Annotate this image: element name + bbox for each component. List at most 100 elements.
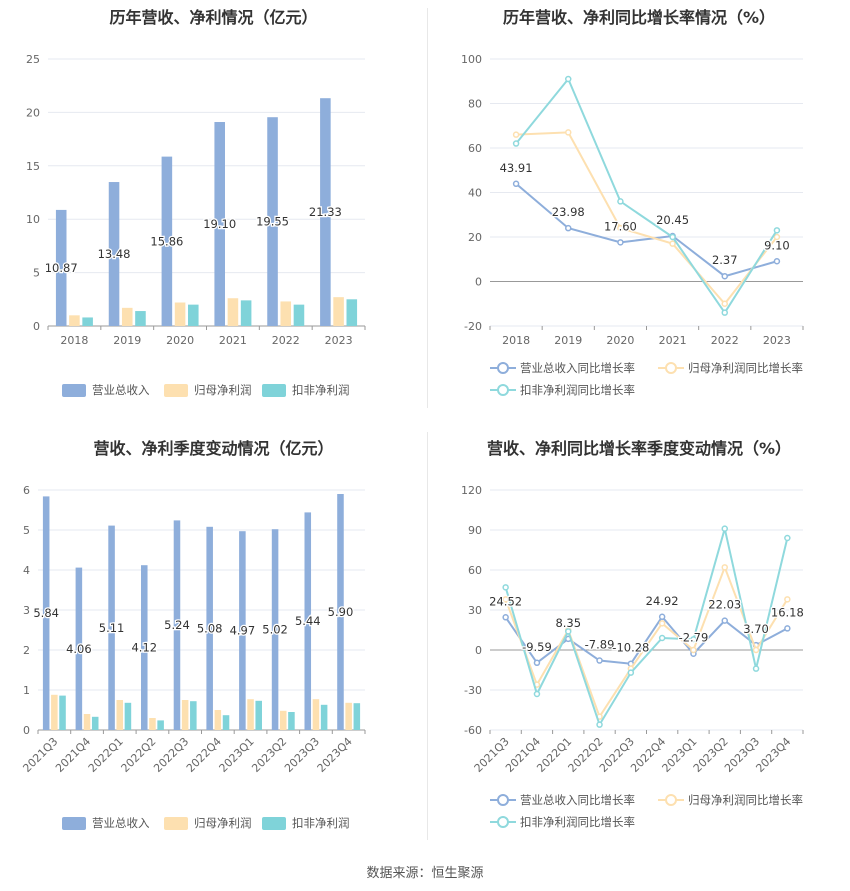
y-tick-label: 3 bbox=[23, 604, 30, 617]
bar bbox=[82, 317, 93, 326]
bar bbox=[59, 695, 66, 730]
legend-label: 扣非净利润同比增长率 bbox=[520, 383, 635, 397]
x-tick-label: 2021Q4 bbox=[53, 735, 93, 775]
x-tick-label: 2022Q4 bbox=[184, 735, 224, 775]
data-point bbox=[533, 659, 541, 667]
bar bbox=[206, 526, 213, 730]
bar bbox=[247, 699, 254, 730]
bar bbox=[141, 565, 148, 730]
data-label: 15.86 bbox=[150, 234, 183, 248]
legend-label: 归母净利润同比增长率 bbox=[688, 361, 803, 375]
data-point bbox=[669, 240, 676, 247]
bar bbox=[181, 700, 189, 730]
data-label: 3.70 bbox=[743, 622, 769, 636]
legend-marker bbox=[497, 816, 509, 828]
data-point bbox=[512, 131, 520, 138]
bar bbox=[75, 567, 83, 730]
data-point bbox=[617, 198, 624, 205]
data-point bbox=[565, 224, 572, 232]
x-tick-label: 2022 bbox=[711, 334, 739, 347]
bar bbox=[124, 702, 132, 730]
legend-label: 扣非净利润 bbox=[292, 816, 350, 830]
bar bbox=[279, 710, 287, 730]
data-point bbox=[721, 564, 728, 571]
x-tick-label: 2023Q4 bbox=[315, 735, 355, 775]
bar bbox=[304, 512, 312, 730]
data-point bbox=[658, 613, 666, 621]
y-tick-label: 10 bbox=[26, 213, 40, 226]
bar bbox=[288, 712, 295, 730]
legend-label: 归母净利润 bbox=[194, 816, 252, 830]
data-point bbox=[773, 233, 781, 241]
data-point bbox=[502, 584, 509, 591]
bar bbox=[255, 700, 262, 730]
x-tick-label: 2023 bbox=[763, 334, 791, 347]
data-point bbox=[565, 129, 572, 136]
data-label: 16.18 bbox=[771, 605, 804, 619]
y-tick-label: 5 bbox=[23, 524, 30, 537]
data-label: 19.55 bbox=[256, 215, 289, 229]
chart-title: 历年营收、净利情况（亿元） bbox=[109, 8, 318, 27]
data-label: 5.44 bbox=[295, 614, 321, 628]
legend-swatch bbox=[262, 817, 286, 830]
data-point bbox=[512, 180, 520, 188]
data-label: 4.06 bbox=[66, 642, 92, 656]
bar bbox=[227, 298, 239, 326]
vertical-divider bbox=[427, 8, 428, 408]
y-tick-label: 60 bbox=[468, 142, 482, 155]
data-point bbox=[784, 534, 791, 542]
data-point bbox=[502, 614, 509, 621]
legend-swatch bbox=[62, 817, 86, 830]
legend-label: 营业总收入同比增长率 bbox=[520, 793, 635, 807]
data-point bbox=[721, 617, 728, 624]
data-label: -9.59 bbox=[522, 640, 552, 654]
data-point bbox=[721, 525, 728, 532]
bar bbox=[173, 520, 181, 730]
x-tick-label: 2023Q2 bbox=[249, 735, 289, 775]
bar bbox=[190, 701, 197, 730]
bar bbox=[55, 209, 67, 326]
data-point bbox=[784, 596, 791, 603]
data-point bbox=[565, 628, 572, 635]
bar bbox=[333, 297, 344, 326]
data-label: 20.45 bbox=[656, 213, 689, 227]
data-label: 4.97 bbox=[230, 624, 256, 638]
data-label: 19.10 bbox=[203, 217, 236, 231]
data-label: 5.02 bbox=[262, 623, 288, 637]
y-tick-label: 4 bbox=[23, 564, 30, 577]
bar bbox=[312, 699, 320, 730]
data-point bbox=[617, 224, 624, 232]
legend-swatch bbox=[164, 384, 188, 397]
data-label: 5.90 bbox=[328, 605, 354, 619]
data-point bbox=[596, 721, 603, 728]
x-tick-label: 2023Q4 bbox=[753, 735, 793, 775]
data-point bbox=[690, 646, 697, 654]
bar bbox=[83, 714, 91, 730]
data-point bbox=[690, 636, 697, 643]
bar bbox=[149, 718, 156, 730]
data-point bbox=[752, 646, 760, 654]
data-point bbox=[533, 690, 541, 698]
chart-title: 营收、净利同比增长率季度变动情况（%） bbox=[486, 439, 792, 458]
vertical-divider bbox=[427, 432, 428, 840]
legend-label: 归母净利润同比增长率 bbox=[688, 793, 803, 807]
series-line bbox=[516, 131, 778, 306]
data-label: 22.03 bbox=[708, 598, 741, 612]
x-tick-label: 2018 bbox=[60, 334, 88, 347]
series-line bbox=[504, 528, 789, 728]
x-tick-label: 2019 bbox=[113, 334, 141, 347]
x-tick-label: 2018 bbox=[502, 334, 530, 347]
x-tick-label: 2021 bbox=[659, 334, 687, 347]
data-label: 2.37 bbox=[712, 253, 738, 267]
x-tick-label: 2022Q2 bbox=[119, 735, 159, 775]
bar bbox=[320, 704, 328, 730]
data-label: 5.84 bbox=[33, 606, 59, 620]
data-point bbox=[512, 140, 520, 147]
data-label: 24.92 bbox=[646, 594, 679, 608]
bar bbox=[320, 98, 331, 326]
chart-title: 历年营收、净利同比增长率情况（%） bbox=[502, 8, 776, 27]
bar bbox=[271, 529, 279, 730]
bar bbox=[346, 299, 358, 326]
y-tick-label: 0 bbox=[475, 644, 482, 657]
y-tick-label: -60 bbox=[464, 724, 482, 737]
